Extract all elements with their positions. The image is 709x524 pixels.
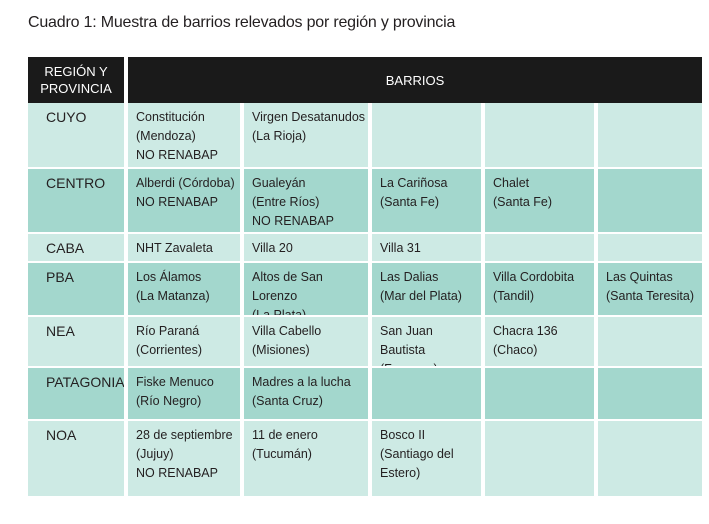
table-cell: Las Quintas (Santa Teresita) [598,263,702,317]
table-cell: Virgen Desatanudos (La Rioja) [244,103,368,169]
table-cell: 11 de enero (Tucumán) [244,421,368,498]
row-region-nea: NEA [28,317,124,368]
table-cell: Villa 31 [372,234,481,263]
header-region: REGIÓN Y PROVINCIA [28,57,124,103]
table-cell [598,368,702,421]
table-cell: 28 de septiembre (Jujuy) NO RENABAP [128,421,240,498]
table-cell: La Cariñosa (Santa Fe) [372,169,481,234]
table-cell [485,421,594,498]
table-cell [598,169,702,234]
table-cell: Altos de San Lorenzo (La Plata) [244,263,368,317]
table-cell: NHT Zavaleta [128,234,240,263]
table-cell [598,421,702,498]
row-region-noa: NOA [28,421,124,498]
row-region-patagonia: PATAGONIA [28,368,124,421]
table-cell [485,368,594,421]
table-cell: Alberdi (Córdoba) NO RENABAP [128,169,240,234]
table-caption: Cuadro 1: Muestra de barrios relevados p… [28,14,456,31]
row-region-centro: CENTRO [28,169,124,234]
table-cell: Los Álamos (La Matanza) [128,263,240,317]
table-cell [598,317,702,368]
table-cell: Río Paraná (Corrientes) [128,317,240,368]
row-region-cuyo: CUYO [28,103,124,169]
table-cell: Gualeyán (Entre Ríos) NO RENABAP [244,169,368,234]
table-cell: Bosco II (Santiago del Estero) [372,421,481,498]
row-region-pba: PBA [28,263,124,317]
table-cell: Madres a la lucha (Santa Cruz) [244,368,368,421]
table-cell: Chacra 136 (Chaco) [485,317,594,368]
table-cell [598,103,702,169]
table-cell: Fiske Menuco (Río Negro) [128,368,240,421]
table-cell [598,234,702,263]
table-cell: Villa Cabello (Misiones) [244,317,368,368]
table-cell [372,368,481,421]
table-cell: Las Dalias (Mar del Plata) [372,263,481,317]
table-cell [485,234,594,263]
table-cell: Constitución (Mendoza) NO RENABAP [128,103,240,169]
table-cell: Chalet (Santa Fe) [485,169,594,234]
table-cell: Villa 20 [244,234,368,263]
table-cell [372,103,481,169]
table-cell: San Juan Bautista (Formosa) [372,317,481,368]
barrios-table: REGIÓN Y PROVINCIA BARRIOS CUYO Constitu… [28,57,702,498]
row-region-caba: CABA [28,234,124,263]
table-cell [485,103,594,169]
header-barrios: BARRIOS [128,57,702,103]
table-cell: Villa Cordobita (Tandil) [485,263,594,317]
